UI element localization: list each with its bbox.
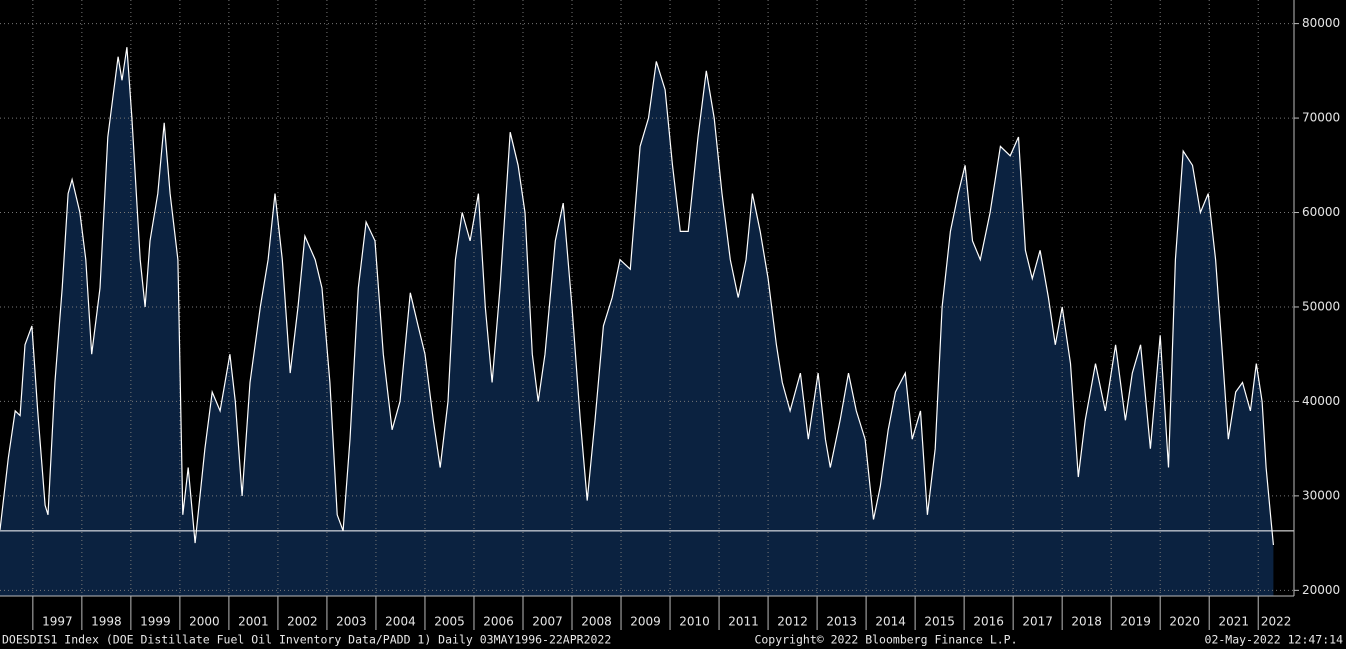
x-tick-label: 2003 bbox=[336, 615, 367, 629]
x-tick-label: 2013 bbox=[826, 615, 857, 629]
x-tick-label: 2020 bbox=[1169, 615, 1200, 629]
x-tick-label: 2009 bbox=[630, 615, 661, 629]
x-tick-label: 2016 bbox=[973, 615, 1004, 629]
x-tick-label: 2007 bbox=[532, 615, 563, 629]
x-tick-label: 2021 bbox=[1218, 615, 1249, 629]
area bbox=[0, 47, 1274, 596]
x-tick-label: 2000 bbox=[189, 615, 220, 629]
x-tick-label: 2017 bbox=[1022, 615, 1053, 629]
x-tick-label: 1998 bbox=[91, 615, 122, 629]
y-tick-label: 60000 bbox=[1302, 205, 1340, 219]
x-tick-label: 2012 bbox=[777, 615, 808, 629]
x-tick-label: 2010 bbox=[679, 615, 710, 629]
x-tick-label: 2008 bbox=[581, 615, 612, 629]
x-tick-label: 2015 bbox=[924, 615, 955, 629]
x-tick-label: 2022 bbox=[1261, 615, 1292, 629]
y-tick-label: 40000 bbox=[1302, 394, 1340, 408]
x-tick-label: 2011 bbox=[728, 615, 759, 629]
x-tick-label: 2002 bbox=[287, 615, 318, 629]
x-tick-label: 2005 bbox=[434, 615, 465, 629]
y-tick-label: 20000 bbox=[1302, 583, 1340, 597]
x-tick-label: 2006 bbox=[483, 615, 514, 629]
footer-right: 02-May-2022 12:47:14 bbox=[1205, 633, 1344, 647]
x-tick-label: 1997 bbox=[42, 615, 73, 629]
footer-center: Copyright© 2022 Bloomberg Finance L.P. bbox=[754, 633, 1017, 647]
y-tick-label: 50000 bbox=[1302, 299, 1340, 313]
y-tick-label: 80000 bbox=[1302, 16, 1340, 30]
y-tick-label: 30000 bbox=[1302, 488, 1340, 502]
x-tick-label: 2018 bbox=[1071, 615, 1102, 629]
line bbox=[0, 47, 1274, 546]
x-tick-label: 2019 bbox=[1120, 615, 1151, 629]
x-tick-label: 1999 bbox=[140, 615, 171, 629]
y-tick-label: 70000 bbox=[1302, 111, 1340, 125]
x-tick-label: 2014 bbox=[875, 615, 906, 629]
x-tick-label: 2001 bbox=[238, 615, 269, 629]
footer-left: DOESDIS1 Index (DOE Distillate Fuel Oil … bbox=[2, 633, 611, 647]
x-tick-label: 2004 bbox=[385, 615, 416, 629]
